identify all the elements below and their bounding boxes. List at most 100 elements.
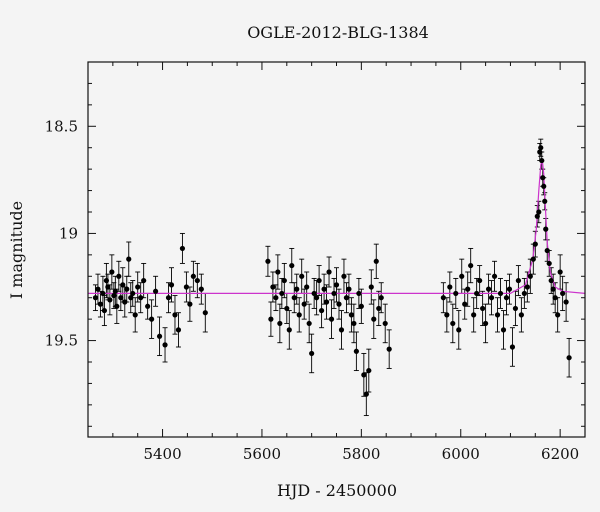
data-point <box>141 277 147 284</box>
data-point <box>202 310 208 316</box>
data-point <box>563 299 569 305</box>
data-point <box>101 307 108 314</box>
data-point <box>488 295 495 301</box>
data-point <box>546 260 552 267</box>
data-point <box>100 290 106 297</box>
data-point <box>172 312 178 318</box>
data-point <box>544 247 550 254</box>
data-point <box>316 277 322 284</box>
x-tick-label: 5800 <box>342 445 380 463</box>
data-point <box>105 284 111 290</box>
data-point <box>265 258 271 264</box>
data-point <box>539 157 545 164</box>
data-point <box>483 320 489 327</box>
data-point <box>149 316 155 322</box>
data-point <box>97 301 104 307</box>
data-point <box>552 295 558 301</box>
data-point <box>356 290 362 297</box>
data-point <box>124 286 130 292</box>
data-point <box>373 258 379 264</box>
data-point <box>122 299 128 305</box>
data-point <box>485 286 492 292</box>
data-point <box>521 290 527 297</box>
data-point <box>309 350 315 357</box>
data-point <box>275 269 281 275</box>
data-point <box>363 391 369 397</box>
data-point <box>524 284 530 290</box>
data-point <box>268 316 274 322</box>
data-point <box>540 175 546 181</box>
data-point <box>361 372 367 378</box>
data-point <box>338 327 345 333</box>
data-point <box>530 256 536 262</box>
data-point <box>111 292 117 299</box>
data-point <box>471 312 477 318</box>
data-point <box>477 277 483 284</box>
data-point <box>126 256 132 262</box>
data-point <box>116 273 122 279</box>
x-tick-label: 6200 <box>541 445 579 463</box>
data-point <box>109 269 115 275</box>
data-point <box>382 320 388 327</box>
data-point <box>440 295 446 301</box>
data-point <box>378 295 384 301</box>
data-point <box>557 269 563 275</box>
data-point <box>518 312 524 318</box>
data-point <box>348 312 355 318</box>
data-point <box>474 290 480 297</box>
data-point <box>165 295 172 301</box>
x-axis-label: HJD - 2450000 <box>277 481 397 500</box>
data-point <box>162 342 168 348</box>
data-point <box>187 301 193 307</box>
data-point <box>299 273 305 279</box>
data-point <box>368 284 374 290</box>
data-point <box>548 277 554 284</box>
data-point <box>459 273 465 279</box>
data-point <box>331 290 337 297</box>
data-point <box>491 273 498 279</box>
data-point <box>291 295 297 301</box>
data-point <box>550 286 556 292</box>
data-point <box>500 327 507 333</box>
data-point <box>103 277 109 284</box>
data-point <box>555 312 561 318</box>
data-point <box>512 305 519 312</box>
data-point <box>152 288 159 294</box>
data-point <box>515 277 522 284</box>
data-point <box>506 286 513 292</box>
data-point <box>95 286 101 292</box>
x-tick-label: 5600 <box>243 445 281 463</box>
data-point <box>326 269 332 275</box>
data-point <box>333 282 340 288</box>
data-point <box>371 316 377 322</box>
data-point <box>198 286 204 292</box>
data-point <box>132 312 138 318</box>
data-point <box>386 346 392 352</box>
x-tick-label: 5400 <box>143 445 181 463</box>
data-point <box>542 198 548 204</box>
chart-title: OGLE-2012-BLG-1384 <box>247 23 429 42</box>
data-point <box>135 284 141 290</box>
data-point <box>480 305 486 312</box>
data-point <box>138 295 144 301</box>
data-point <box>534 213 540 219</box>
data-point <box>286 327 292 333</box>
data-point <box>279 290 285 297</box>
y-tick-label: 19 <box>59 224 78 242</box>
data-point <box>112 288 118 294</box>
data-point <box>179 245 186 252</box>
data-point <box>341 273 347 279</box>
data-point <box>318 307 325 314</box>
data-point <box>289 262 295 269</box>
data-point <box>130 290 136 297</box>
data-point <box>538 145 544 151</box>
data-point <box>321 286 327 292</box>
data-point <box>120 282 126 288</box>
data-point <box>183 284 190 290</box>
data-point <box>92 295 99 301</box>
data-point <box>190 273 196 279</box>
data-point <box>314 295 320 301</box>
data-point <box>107 297 113 303</box>
data-point <box>541 183 547 189</box>
